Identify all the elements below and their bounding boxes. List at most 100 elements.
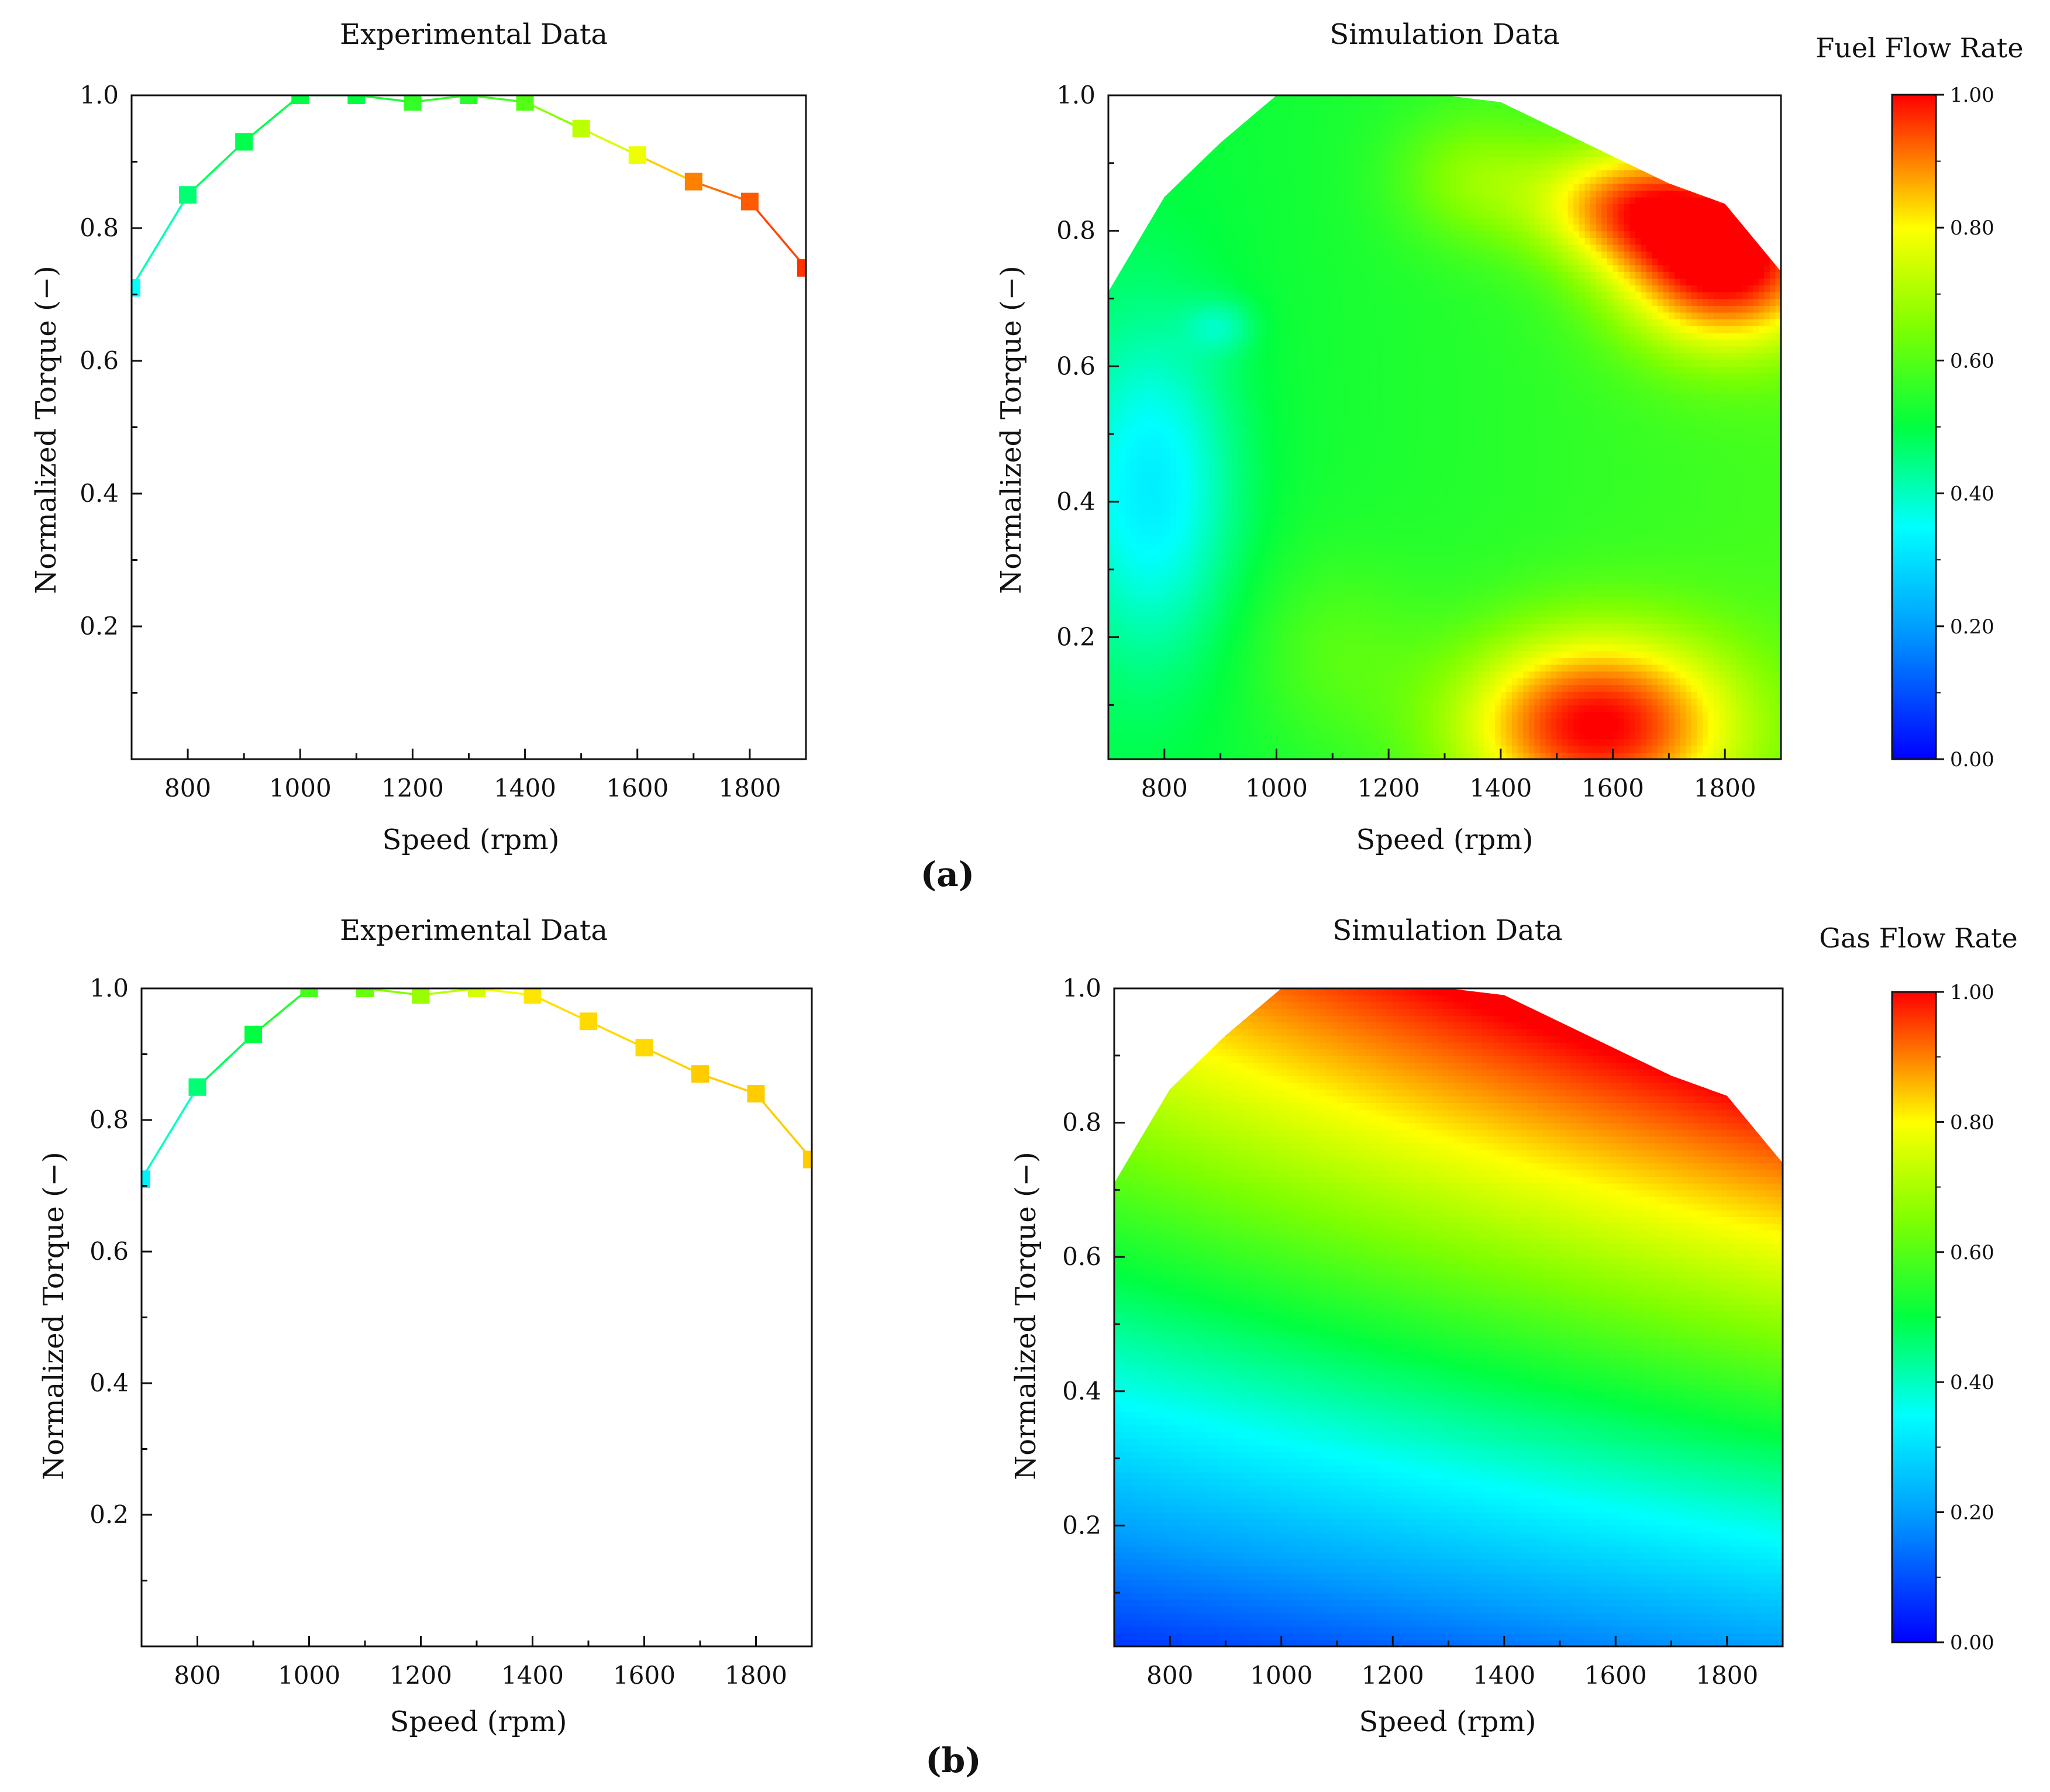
- heatmap-cell: [1119, 481, 1126, 489]
- heatmap-cell: [1377, 183, 1384, 191]
- heatmap-cell: [1220, 170, 1227, 177]
- heatmap-cell: [1338, 109, 1345, 116]
- heatmap-cell: [1142, 278, 1148, 286]
- heatmap-cell: [1187, 495, 1193, 502]
- heatmap-cell: [1276, 129, 1283, 137]
- heatmap-cell: [1148, 312, 1154, 319]
- heatmap-cell: [1327, 312, 1334, 319]
- heatmap-cell: [1203, 285, 1210, 292]
- heatmap-cell: [1366, 129, 1373, 137]
- heatmap-cell: [1220, 610, 1227, 618]
- heatmap-cell: [1215, 298, 1221, 306]
- heatmap-cell: [1248, 305, 1255, 313]
- heatmap-cell: [1332, 190, 1339, 198]
- heatmap-cell: [1282, 718, 1288, 726]
- heatmap-cell: [1164, 237, 1171, 245]
- heatmap-cell: [1338, 529, 1345, 536]
- heatmap-cell: [1131, 597, 1137, 604]
- heatmap-cell: [1343, 156, 1350, 164]
- heatmap-cell: [1282, 542, 1288, 550]
- heatmap-cell: [1187, 176, 1193, 184]
- heatmap-cell: [1243, 393, 1249, 401]
- heatmap-cell: [1231, 109, 1238, 116]
- heatmap-cell: [1142, 529, 1148, 536]
- heatmap-cell: [1136, 380, 1143, 387]
- heatmap-cell: [1170, 393, 1176, 401]
- heatmap-cell: [1248, 474, 1255, 482]
- heatmap-cell: [1332, 400, 1339, 408]
- heatmap-cell: [1231, 115, 1238, 123]
- heatmap-cell: [1237, 603, 1243, 611]
- heatmap-cell: [1198, 488, 1204, 496]
- heatmap-cell: [1153, 691, 1160, 699]
- heatmap-cell: [1315, 406, 1322, 415]
- heatmap-cell: [1293, 346, 1300, 353]
- heatmap-cell: [1159, 529, 1165, 536]
- heatmap-cell: [1220, 481, 1227, 489]
- heatmap-cell: [1142, 535, 1148, 543]
- heatmap-cell: [1270, 387, 1277, 394]
- heatmap-cell: [1203, 353, 1210, 360]
- heatmap-cell: [1131, 644, 1137, 652]
- heatmap-cell: [1203, 549, 1210, 557]
- heatmap-cell: [1164, 353, 1171, 360]
- heatmap-cell: [1298, 373, 1305, 381]
- heatmap-cell: [1192, 745, 1199, 753]
- heatmap-cell: [1192, 271, 1199, 279]
- heatmap-cell: [1108, 481, 1115, 489]
- heatmap-cell: [1159, 597, 1165, 604]
- heatmap-cell: [1327, 576, 1334, 584]
- heatmap-cell: [1209, 129, 1215, 137]
- heatmap-cell: [1119, 298, 1126, 306]
- heatmap-cell: [1315, 163, 1322, 171]
- heatmap-cell: [1187, 95, 1193, 103]
- heatmap-cell: [1226, 291, 1232, 299]
- heatmap-cell: [1293, 115, 1300, 123]
- heatmap-cell: [1243, 725, 1249, 733]
- heatmap-cell: [1248, 434, 1255, 442]
- heatmap-cell: [1321, 488, 1328, 496]
- heatmap-cell: [1198, 644, 1204, 652]
- heatmap-cell: [1276, 563, 1283, 570]
- heatmap-cell: [1220, 454, 1227, 462]
- heatmap-cell: [1220, 434, 1227, 442]
- heatmap-cell: [1315, 590, 1322, 597]
- heatmap-cell: [1293, 271, 1300, 279]
- heatmap-cell: [1383, 569, 1389, 577]
- heatmap-cell: [1226, 298, 1232, 306]
- heatmap-cell: [1259, 143, 1266, 150]
- heatmap-cell: [1355, 488, 1362, 496]
- heatmap-cell: [1164, 447, 1171, 455]
- heatmap-cell: [1226, 257, 1232, 266]
- heatmap-cell: [1231, 183, 1238, 191]
- heatmap-cell: [1360, 732, 1367, 740]
- heatmap-cell: [1114, 305, 1120, 313]
- heatmap-cell: [1198, 353, 1204, 360]
- heatmap-cell: [1164, 454, 1171, 462]
- heatmap-cell: [1198, 630, 1204, 638]
- heatmap-cell: [1125, 109, 1132, 116]
- heatmap-cell: [1372, 312, 1378, 319]
- heatmap-cell: [1119, 366, 1126, 374]
- heatmap-cell: [1159, 190, 1165, 198]
- heatmap-cell: [1125, 488, 1132, 496]
- heatmap-cell: [1231, 454, 1238, 462]
- heatmap-cell: [1332, 576, 1339, 584]
- heatmap-cell: [1254, 467, 1260, 475]
- heatmap-cell: [1187, 427, 1193, 435]
- heatmap-cell: [1231, 102, 1238, 109]
- heatmap-cell: [1265, 657, 1272, 665]
- heatmap-cell: [1136, 515, 1143, 523]
- heatmap-cell: [1343, 332, 1350, 340]
- heatmap-cell: [1282, 603, 1288, 611]
- heatmap-cell: [1136, 684, 1143, 692]
- heatmap-cell: [1187, 102, 1193, 109]
- heatmap-cell: [1254, 339, 1260, 347]
- heatmap-cell: [1259, 190, 1266, 198]
- heatmap-cell: [1192, 671, 1199, 678]
- heatmap-cell: [1304, 143, 1311, 150]
- heatmap-cell: [1142, 413, 1148, 421]
- heatmap-cell: [1148, 210, 1154, 218]
- heatmap-cell: [1164, 495, 1171, 502]
- heatmap-cell: [1231, 312, 1238, 319]
